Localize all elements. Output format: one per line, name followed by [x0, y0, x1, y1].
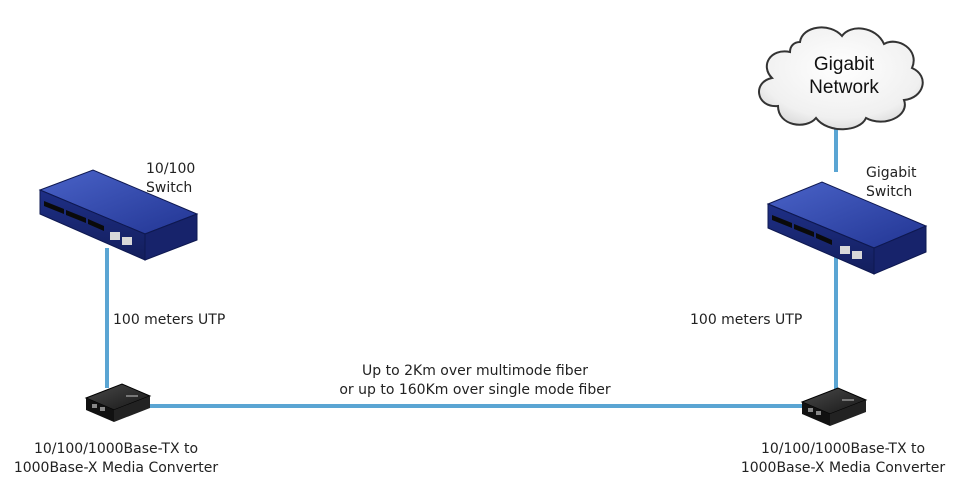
right-converter-label-line2: 1000Base-X Media Converter: [740, 460, 946, 476]
cloud-label: Gigabit Network: [784, 53, 904, 99]
left-switch-label-line1: 10/100: [146, 161, 196, 177]
left-converter-label: 10/100/1000Base-TX to 1000Base-X Media C…: [0, 440, 232, 478]
media-converter-left-icon: [84, 383, 152, 422]
left-switch-label-line2: Switch: [146, 180, 193, 196]
switch-gigabit-icon: [766, 181, 928, 275]
cloud-label-line2: Network: [809, 77, 879, 98]
media-converter-right-icon: [800, 387, 868, 426]
left-cable-label: 100 meters UTP: [113, 312, 226, 328]
left-converter-label-line1: 10/100/1000Base-TX to: [33, 441, 199, 457]
right-converter-label: 10/100/1000Base-TX to 1000Base-X Media C…: [727, 440, 959, 478]
right-cable-label: 100 meters UTP: [690, 312, 803, 328]
left-converter-label-line2: 1000Base-X Media Converter: [13, 460, 219, 476]
fiber-label: Up to 2Km over multimode fiber or up to …: [290, 362, 660, 400]
right-switch-label-line1: Gigabit: [866, 165, 917, 181]
cloud-label-line1: Gigabit: [813, 54, 875, 75]
switch-10-100-icon: [38, 169, 199, 261]
left-switch-label: 10/100 Switch: [146, 160, 195, 198]
right-converter-label-line1: 10/100/1000Base-TX to: [760, 441, 926, 457]
right-switch-label-line2: Switch: [866, 184, 913, 200]
fiber-label-line1: Up to 2Km over multimode fiber: [362, 363, 588, 379]
right-switch-label: Gigabit Switch: [866, 164, 916, 202]
fiber-label-line2: or up to 160Km over single mode fiber: [339, 382, 611, 398]
cloud-icon: [758, 26, 924, 131]
